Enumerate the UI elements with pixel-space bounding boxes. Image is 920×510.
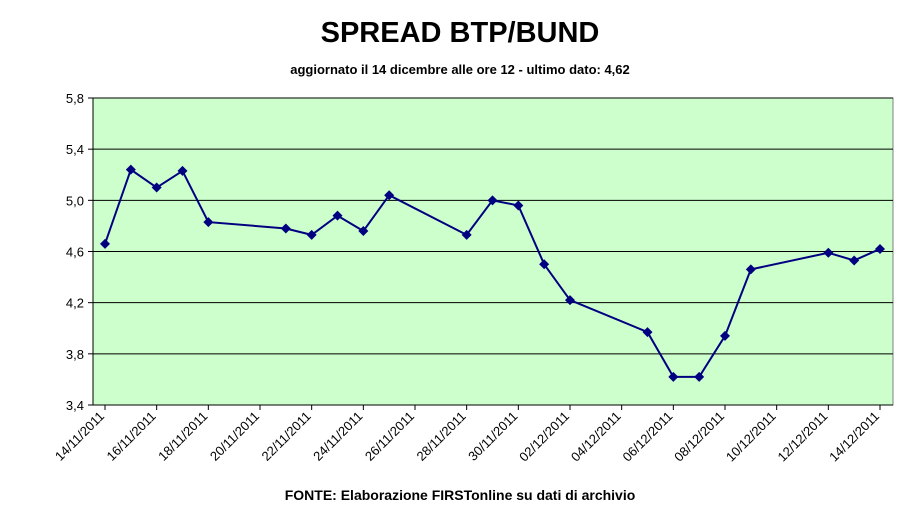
- point-marker: [358, 226, 369, 237]
- point-marker: [125, 164, 136, 175]
- point-marker: [720, 330, 730, 341]
- point-marker: [306, 229, 317, 240]
- x-tick-label: 06/12/2011: [620, 409, 676, 465]
- point-marker: [280, 223, 291, 234]
- y-tick-label: 5,0: [66, 193, 84, 208]
- point-marker: [875, 243, 885, 254]
- y-tick-label: 5,4: [66, 142, 84, 157]
- point-marker: [849, 255, 860, 266]
- chart-title: SPREAD BTP/BUND: [321, 17, 600, 49]
- point-marker: [513, 200, 524, 211]
- point-marker: [332, 210, 343, 221]
- point-marker: [694, 371, 705, 382]
- point-marker: [823, 247, 834, 258]
- x-tick-label: 14/12/2011: [826, 409, 882, 465]
- y-tick-label: 4,2: [66, 296, 84, 311]
- x-tick-label: 18/11/2011: [155, 409, 210, 464]
- point-marker: [539, 259, 550, 270]
- point-marker: [642, 327, 653, 338]
- y-tick-label: 4,6: [66, 245, 84, 260]
- point-marker: [203, 217, 214, 228]
- source-note: FONTE: Elaborazione FIRSTonline su dati …: [285, 487, 636, 503]
- point-marker: [487, 195, 498, 206]
- point-marker: [745, 264, 756, 275]
- x-tick-label: 12/12/2011: [775, 409, 831, 465]
- point-marker: [565, 295, 575, 306]
- x-tick-label: 14/11/2011: [52, 409, 107, 464]
- point-marker: [384, 190, 395, 201]
- point-marker: [668, 371, 679, 382]
- x-tick-label: 02/12/2011: [516, 409, 572, 465]
- x-tick-label: 10/12/2011: [723, 409, 779, 465]
- x-tick-label: 08/12/2011: [671, 409, 727, 465]
- chart-subtitle: aggiornato il 14 dicembre alle ore 12 - …: [290, 62, 630, 77]
- y-tick-label: 5,8: [66, 91, 84, 106]
- x-tick-label: 04/12/2011: [568, 409, 624, 465]
- point-marker: [151, 182, 162, 193]
- x-tick-label: 20/11/2011: [207, 409, 262, 464]
- x-tick-label: 28/11/2011: [414, 409, 469, 464]
- x-tick-label: 24/11/2011: [310, 409, 365, 464]
- point-marker: [461, 229, 472, 240]
- x-tick-label: 26/11/2011: [362, 409, 417, 464]
- y-tick-label: 3,8: [66, 347, 84, 362]
- x-tick-label: 22/11/2011: [259, 409, 314, 464]
- point-marker: [177, 165, 188, 176]
- y-tick-label: 3,4: [66, 398, 84, 413]
- point-marker: [100, 238, 110, 249]
- x-tick-label: 30/11/2011: [465, 409, 520, 464]
- x-tick-label: 16/11/2011: [104, 409, 159, 464]
